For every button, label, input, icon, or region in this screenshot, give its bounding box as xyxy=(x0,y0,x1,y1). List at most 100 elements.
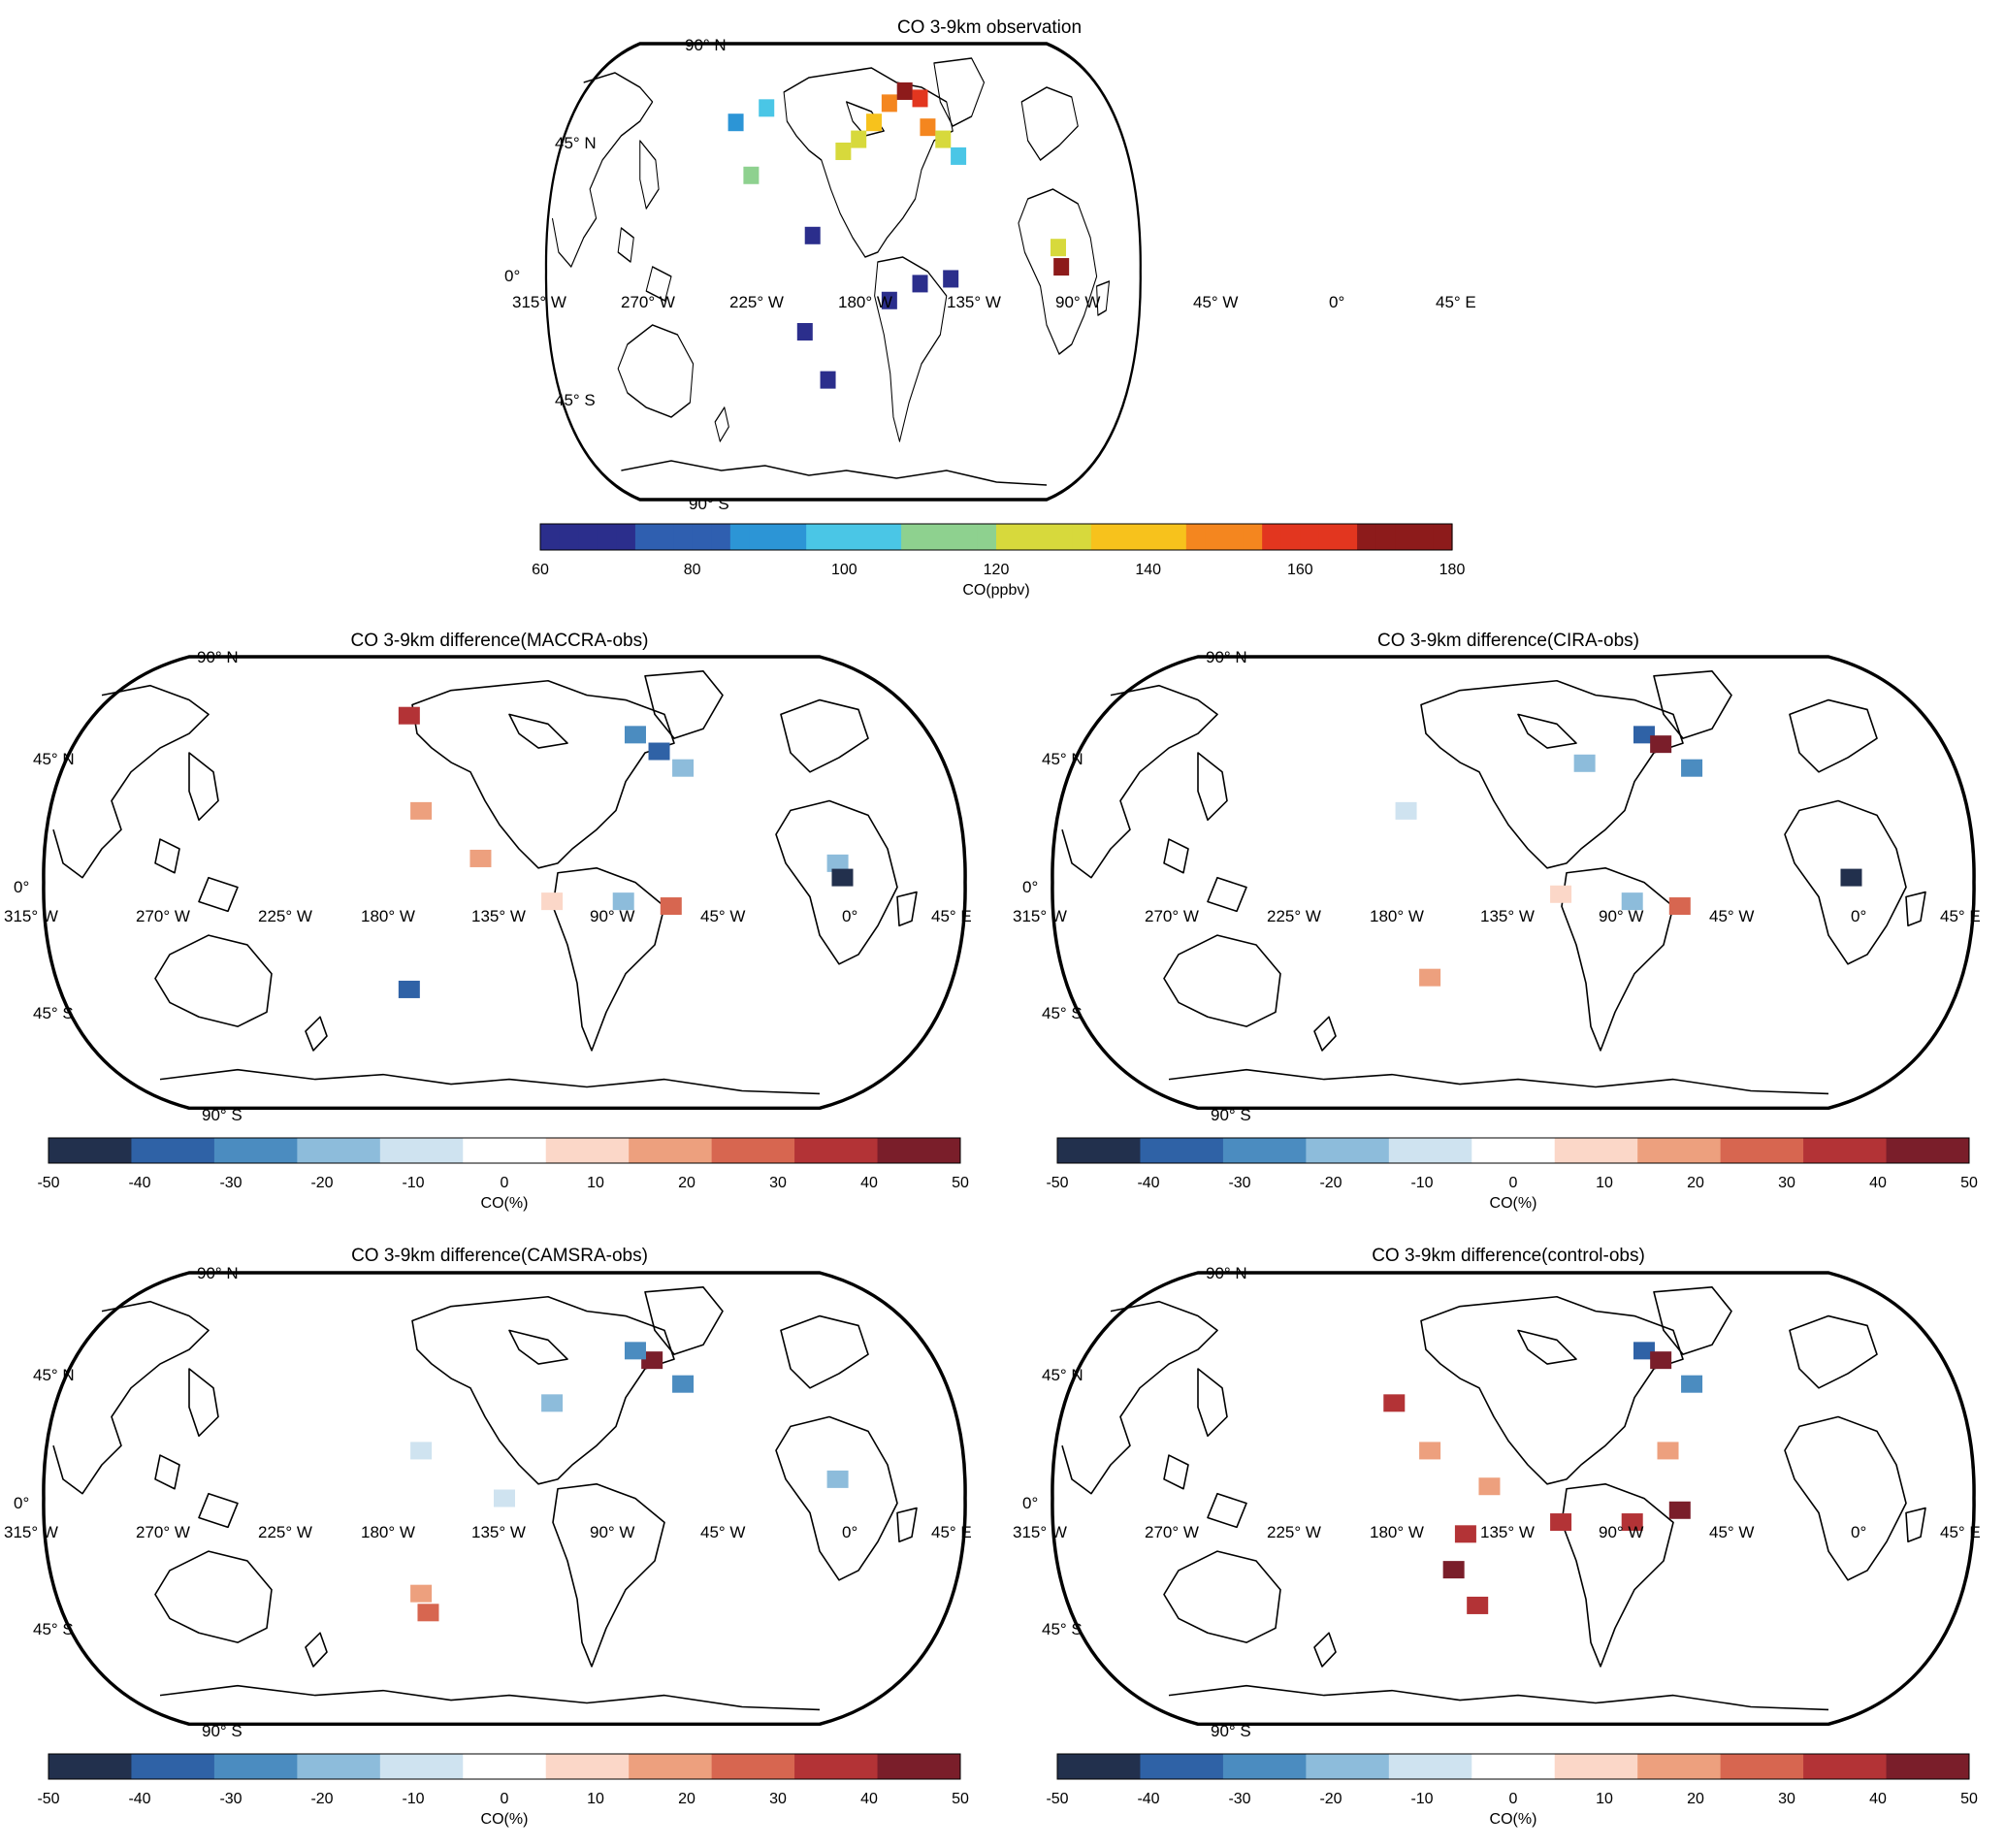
colorbar-segment xyxy=(634,524,656,550)
grid-cell xyxy=(624,1342,646,1360)
lat-label-45n: 45° N xyxy=(33,1366,75,1384)
colorbar-outline xyxy=(1056,1753,1970,1780)
colorbar-label: CO(%) xyxy=(481,1195,529,1212)
lon-label-45e: 45° E xyxy=(1940,1523,1981,1541)
grid-cell xyxy=(851,130,867,148)
colorbar-tick-label: -40 xyxy=(1137,1791,1159,1807)
colorbar-segment xyxy=(1388,1754,1472,1779)
panel-maccra: CO 3-9km difference(MACCRA-obs) 90° N 45… xyxy=(4,631,972,1212)
colorbar-segment xyxy=(1300,524,1320,550)
colorbar-segment xyxy=(1222,1138,1307,1163)
lon-label-270w: 270° W xyxy=(136,907,190,925)
colorbar-tick-label: 40 xyxy=(1869,1175,1887,1191)
colorbar-segment xyxy=(213,1754,298,1779)
colorbar-tick-label: -20 xyxy=(1319,1175,1342,1191)
colorbar-segment xyxy=(996,524,1017,550)
colorbar-segment xyxy=(1720,1754,1804,1779)
colorbar-segment xyxy=(711,1754,795,1779)
grid-cell xyxy=(820,371,836,389)
colorbar-segment xyxy=(131,1138,215,1163)
colorbar-segment xyxy=(1306,1138,1390,1163)
colorbar-tick-label: 30 xyxy=(1778,1791,1795,1807)
lon-label-270w: 270° W xyxy=(621,293,675,311)
lat-label-45n: 45° N xyxy=(1042,1366,1083,1384)
colorbar-tick-label: 50 xyxy=(952,1175,969,1191)
lon-label-225w: 225° W xyxy=(258,1523,312,1541)
colorbar-outline xyxy=(1056,1137,1970,1164)
colorbar-segment xyxy=(877,1754,961,1779)
lon-label-315w: 315° W xyxy=(4,907,58,925)
grid-cell xyxy=(804,226,821,244)
lon-label-45w: 45° W xyxy=(700,907,745,925)
colorbar-tick-label: 20 xyxy=(1687,1175,1704,1191)
grid-cell xyxy=(1633,1342,1655,1360)
grid-cell xyxy=(624,726,646,744)
colorbar-segment xyxy=(379,1754,464,1779)
colorbar-tick-label: 10 xyxy=(587,1791,604,1807)
colorbar-tick-label: -50 xyxy=(37,1791,59,1807)
colorbar-segment xyxy=(768,524,789,550)
lat-label-0: 0° xyxy=(1022,1494,1038,1512)
lat-label-90s: 90° S xyxy=(202,1106,243,1124)
lat-labels: 90° N 45° N 0° 45° S 90° S xyxy=(504,36,729,513)
colorbar-tick-label: -30 xyxy=(219,1175,242,1191)
colorbar-tick-label: -30 xyxy=(219,1791,242,1807)
grid-cell xyxy=(1383,1394,1406,1412)
grid-cell xyxy=(1668,1501,1691,1519)
grid-cell xyxy=(831,868,854,887)
grid-cell xyxy=(1657,1442,1679,1460)
lon-label-180w: 180° W xyxy=(361,1523,415,1541)
colorbar-segment xyxy=(729,524,751,550)
colorbar-segment xyxy=(629,1138,713,1163)
grid-cell xyxy=(1467,1596,1489,1614)
colorbar-tick-label: -40 xyxy=(1137,1175,1159,1191)
colorbar-segment xyxy=(1637,1754,1722,1779)
grid-cell xyxy=(1621,892,1643,911)
lat-label-45s: 45° S xyxy=(1042,1620,1083,1638)
colorbar-segment xyxy=(844,524,864,550)
grid-cell xyxy=(398,980,420,998)
colorbar-tick-label: -30 xyxy=(1228,1791,1250,1807)
grid-cell xyxy=(835,142,852,160)
colorbar-tick-label: -20 xyxy=(310,1175,333,1191)
colorbar-tick-label: -50 xyxy=(37,1175,59,1191)
colorbar-segment xyxy=(131,1754,215,1779)
colorbar-tick-label: 30 xyxy=(769,1175,787,1191)
lat-label-90s: 90° S xyxy=(202,1722,243,1740)
colorbar-outline xyxy=(48,1753,961,1780)
lat-label-45s: 45° S xyxy=(555,391,596,409)
colorbar-segment xyxy=(794,1754,879,1779)
lon-label-90w: 90° W xyxy=(590,1523,634,1541)
colorbar-segment xyxy=(559,524,579,550)
colorbar-segment xyxy=(794,1138,879,1163)
lon-label-0: 0° xyxy=(1851,907,1866,925)
lon-label-0: 0° xyxy=(842,907,857,925)
world-map-frame xyxy=(544,42,1143,502)
grid-cell xyxy=(951,146,967,165)
colorbar-segment xyxy=(1554,1754,1638,1779)
colorbar-tick-label: -10 xyxy=(402,1175,424,1191)
grid-cell xyxy=(612,892,634,911)
lon-label-315w: 315° W xyxy=(4,1523,58,1541)
lon-label-180w: 180° W xyxy=(1370,907,1424,925)
colorbar-outline xyxy=(48,1137,961,1164)
colorbar-segment xyxy=(463,1138,547,1163)
lon-label-135w: 135° W xyxy=(471,907,526,925)
panel-cira: CO 3-9km difference(CIRA-obs) 90° N 45° … xyxy=(1013,631,1981,1212)
colorbar-segment xyxy=(1280,524,1301,550)
colorbar-segment xyxy=(540,524,561,550)
grid-cell xyxy=(1442,1561,1465,1579)
colorbar-tick-label: 20 xyxy=(1687,1791,1704,1807)
colorbar-segment xyxy=(1140,1754,1224,1779)
colorbar-segment xyxy=(1262,524,1282,550)
colorbar-segment xyxy=(1471,1754,1556,1779)
colorbar-tick-label: -20 xyxy=(1319,1791,1342,1807)
colorbar-segment xyxy=(1433,524,1453,550)
colorbar-segment xyxy=(1057,1138,1141,1163)
grid-cell xyxy=(1840,868,1862,887)
grid-cell xyxy=(1050,239,1066,257)
panel-title: CO 3-9km difference(CAMSRA-obs) xyxy=(351,1246,648,1266)
colorbar-label: CO(%) xyxy=(1490,1811,1537,1828)
colorbar-tick-label: 0 xyxy=(1509,1791,1518,1807)
